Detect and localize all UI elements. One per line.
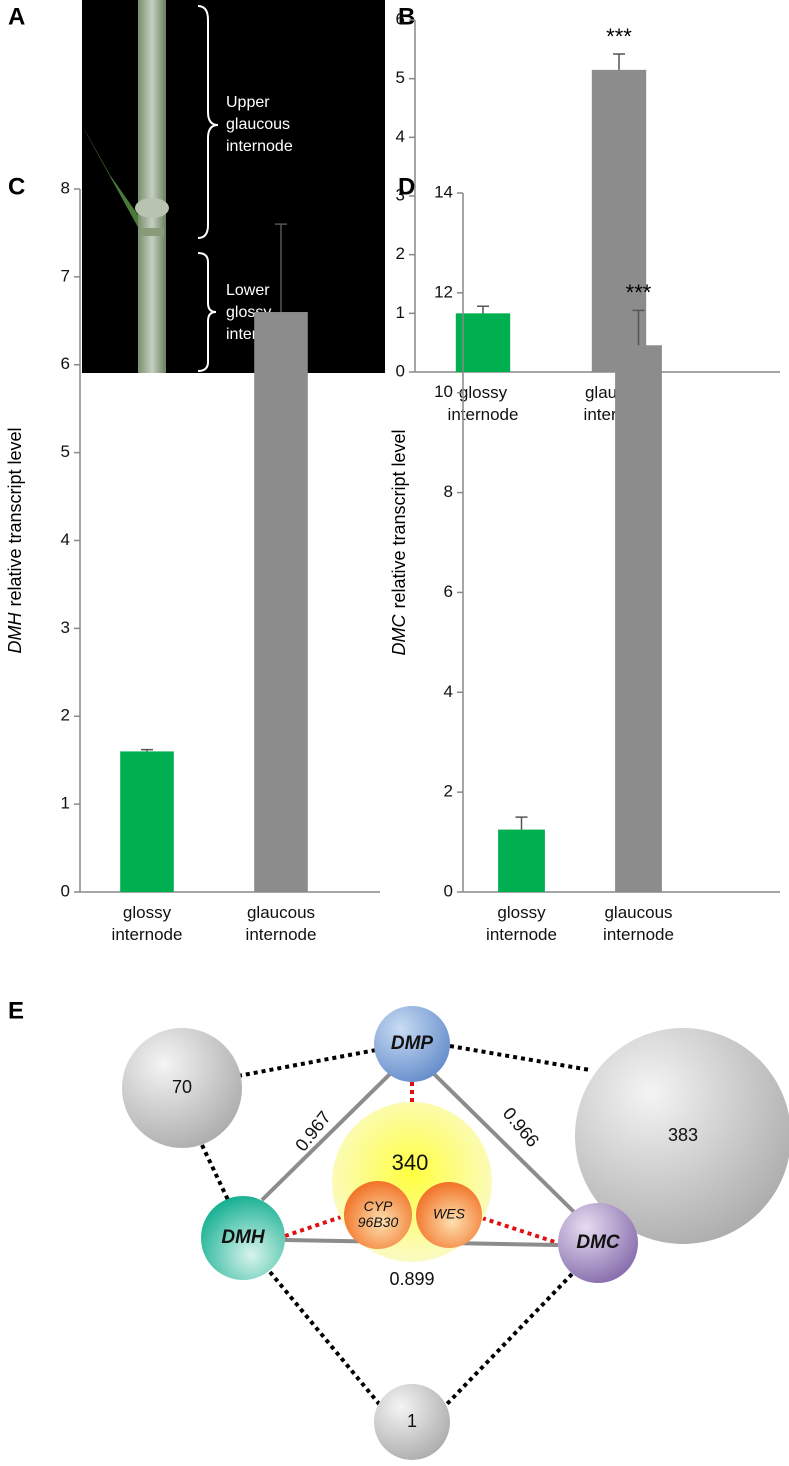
node xyxy=(575,1028,789,1244)
bar xyxy=(615,345,662,893)
node xyxy=(374,1006,450,1082)
node-label-text: CYP 96B30 xyxy=(357,1198,399,1230)
y-tick-label: 1 xyxy=(396,303,405,322)
node xyxy=(201,1196,285,1280)
y-tick-label: 14 xyxy=(434,182,453,201)
y-axis-label-gene: DMP xyxy=(347,269,367,309)
x-tick-label-text: glossy internode xyxy=(111,903,183,944)
panel-label: D xyxy=(398,173,415,200)
panel-label: C xyxy=(8,173,25,200)
error-bar xyxy=(141,748,153,752)
bar xyxy=(120,751,174,892)
significance: *** xyxy=(606,24,632,49)
y-tick-label: 10 xyxy=(434,382,453,401)
y-axis-label-gene: DMC xyxy=(389,614,409,656)
node-label: DMC xyxy=(576,1232,620,1253)
y-tick-label: 4 xyxy=(61,530,70,549)
y-axis-label-text: relative transcript level xyxy=(5,427,25,606)
node xyxy=(374,1384,450,1460)
y-tick-label: 6 xyxy=(396,9,405,28)
edge-label: 0.899 xyxy=(389,1269,434,1289)
y-axis-label-gene: DMH xyxy=(5,612,25,654)
y-axis-label: DMC relative transcript level xyxy=(389,429,409,655)
x-tick-label-text: glaucous internode xyxy=(245,903,317,944)
error-bar xyxy=(275,223,287,313)
node xyxy=(416,1182,482,1248)
network-nodes xyxy=(122,1006,789,1460)
bar xyxy=(254,312,308,892)
edge xyxy=(284,1214,345,1238)
photo-label: Upper glaucous internode xyxy=(226,94,293,155)
error-bar xyxy=(613,53,625,70)
y-tick-label: 3 xyxy=(61,618,70,637)
x-tick-label-text: glossy internode xyxy=(447,383,519,424)
node-label: 383 xyxy=(668,1125,698,1145)
y-axis-label: DMP relative transcript level xyxy=(347,83,367,308)
y-axis-label-text: relative transcript level xyxy=(389,429,409,608)
edge xyxy=(200,1144,230,1201)
significance: *** xyxy=(626,280,652,305)
y-tick-label: 3 xyxy=(396,185,405,204)
y-tick-label: 2 xyxy=(396,244,405,263)
edge xyxy=(260,1070,394,1202)
x-tick-label: glaucous internode xyxy=(245,903,317,944)
y-tick-label: 2 xyxy=(444,782,453,801)
significance: *** xyxy=(268,194,294,219)
y-tick-label: 1 xyxy=(61,794,70,813)
edge xyxy=(449,1044,591,1072)
node xyxy=(122,1028,242,1148)
node-label: CYP 96B30 xyxy=(357,1198,399,1230)
y-tick-label: 0 xyxy=(61,881,70,900)
panel-label: A xyxy=(8,3,25,30)
node-label: DMP xyxy=(391,1033,434,1054)
bar xyxy=(455,313,511,372)
node-label: WES xyxy=(433,1206,466,1222)
node xyxy=(344,1181,412,1249)
y-tick-label: 5 xyxy=(61,442,70,461)
panel-label: E xyxy=(8,997,24,1024)
y-tick-label: 0 xyxy=(396,361,405,380)
y-axis-label: DMH relative transcript level xyxy=(5,427,25,653)
x-tick-label: glossy internode xyxy=(111,903,183,944)
y-tick-label: 8 xyxy=(444,482,453,501)
y-tick-label: 4 xyxy=(396,127,405,146)
x-tick-label: glossy internode xyxy=(447,383,519,424)
error-bar xyxy=(515,816,528,830)
edge xyxy=(481,1216,559,1245)
y-tick-label: 7 xyxy=(61,266,70,285)
bar xyxy=(498,829,545,892)
error-bar xyxy=(632,309,645,346)
y-tick-label: 6 xyxy=(444,582,453,601)
node-label: DMH xyxy=(221,1227,266,1248)
y-tick-label: 8 xyxy=(61,178,70,197)
edge xyxy=(444,1272,574,1407)
bar xyxy=(591,69,647,372)
node-label: 70 xyxy=(172,1077,192,1097)
y-tick-label: 2 xyxy=(61,706,70,725)
x-tick-label-text: glaucous internode xyxy=(603,903,674,944)
node-label: 1 xyxy=(407,1411,417,1431)
error-bar xyxy=(477,305,489,314)
y-tick-label: 6 xyxy=(61,354,70,373)
panel-label: B xyxy=(398,3,415,30)
x-tick-label: glossy internode xyxy=(486,903,557,944)
y-tick-label: 12 xyxy=(434,282,453,301)
y-tick-label: 5 xyxy=(396,68,405,87)
edge xyxy=(237,1048,377,1078)
node-label: 340 xyxy=(392,1150,429,1175)
edge xyxy=(430,1070,576,1214)
node xyxy=(558,1203,638,1283)
photo-label-text: Upper glaucous internode xyxy=(226,94,293,155)
x-tick-label: glaucous internode xyxy=(603,903,674,944)
y-tick-label: 0 xyxy=(444,881,453,900)
y-tick-label: 4 xyxy=(444,682,453,701)
x-tick-label-text: glossy internode xyxy=(486,903,557,944)
edge xyxy=(268,1270,382,1407)
y-axis-label-text: relative transcript level xyxy=(347,83,367,262)
photo xyxy=(82,0,385,373)
